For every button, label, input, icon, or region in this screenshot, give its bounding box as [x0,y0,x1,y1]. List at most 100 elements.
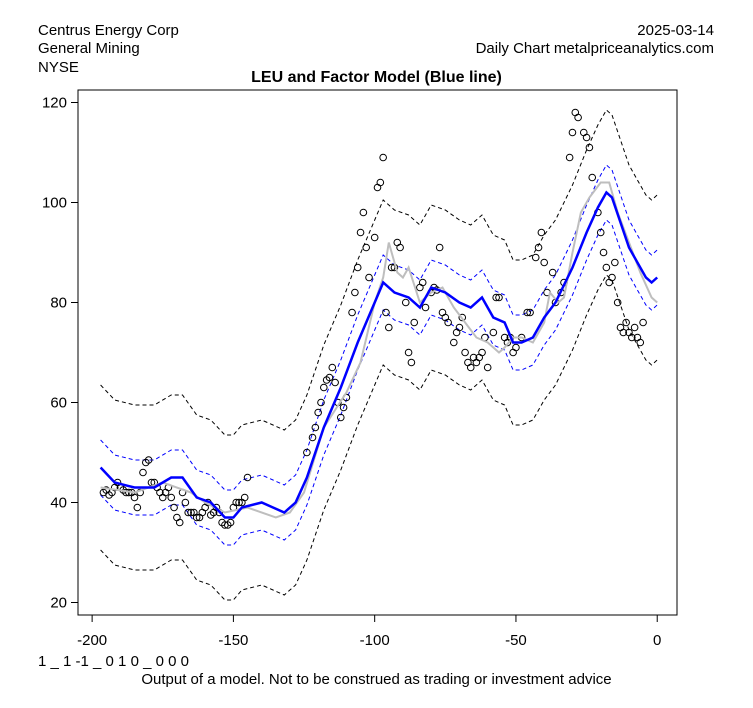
price-point [144,456,153,464]
price-point [376,178,385,187]
price-point [622,318,630,327]
exchange-label: NYSE [38,59,79,76]
price-point [336,413,345,422]
price-point [379,153,387,162]
price-point [579,128,588,137]
price-point [404,348,413,357]
price-point [240,493,249,502]
price-point [582,133,591,142]
price-point [243,473,252,482]
price-point [416,283,424,292]
price-point [526,308,534,317]
price-point [407,358,416,367]
price-point [608,273,616,282]
price-point [181,498,190,507]
price-point [616,323,625,332]
price-point [461,348,469,357]
price-point [585,143,594,152]
price-point [187,508,195,517]
price-point [170,503,178,512]
price-point [393,238,402,247]
price-point [568,128,577,137]
company-name: Centrus Energy Corp [38,22,179,39]
price-point [605,278,613,287]
price-point [630,323,639,332]
plot-frame [77,89,678,616]
price-point [602,263,611,272]
price-point [472,358,481,367]
chart-date: 2025-03-14 [637,22,714,39]
price-point [353,263,362,272]
price-point [588,173,597,182]
price-point [455,323,464,332]
price-point [382,308,390,317]
price-point [303,448,311,457]
price-point [370,233,379,242]
price-point [184,508,192,517]
price-point [396,243,404,252]
price-point [175,518,184,527]
price-point [173,513,181,522]
price-smooth-line [100,181,658,519]
price-point [348,308,356,317]
disclaimer: Output of a model. Not to be construed a… [141,671,612,688]
price-point [339,403,348,412]
x-tick-label: -150 [218,632,248,649]
price-point [599,248,608,257]
y-tick-label: 40 [50,495,67,512]
price-point [365,273,373,282]
price-point [331,378,339,387]
price-point [489,328,498,337]
price-point [325,373,334,382]
inner-band-lower [100,219,658,546]
x-tick-label: -100 [360,632,390,649]
price-point [534,243,543,252]
price-point [548,268,557,277]
price-point [571,108,580,117]
y-tick-label: 100 [42,195,67,212]
price-point [523,308,532,317]
price-point [192,513,201,522]
price-point [613,298,622,307]
price-point [139,468,147,477]
price-point [458,313,467,322]
price-point [492,293,500,302]
price-point [356,228,365,237]
price-point [235,498,243,507]
chart-source: Daily Chart metalpriceanalytics.com [475,40,714,57]
price-point [627,333,636,342]
price-point [438,308,447,317]
signal-code: 1 _ 1 -1 _ 0 1 0 _ 0 0 0 [38,653,189,670]
price-point [512,343,520,352]
price-point [130,493,139,502]
y-tick-label: 120 [42,95,67,112]
price-point [596,228,605,237]
outer-band-lower [100,274,658,601]
price-point [464,358,472,367]
sector-label: General Mining [38,40,140,57]
price-point [232,498,241,507]
price-point [483,363,492,372]
price-point [639,318,647,327]
y-tick-label: 80 [50,295,67,312]
price-point [466,363,475,372]
price-point [531,253,540,262]
price-point [537,228,546,237]
y-tick-label: 20 [50,595,67,612]
price-point [320,383,328,392]
chart-title: LEU and Factor Model (Blue line) [251,69,502,86]
outer-band-upper [100,109,658,436]
price-point [565,153,574,162]
price-point [444,318,452,327]
price-point [418,278,427,287]
price-point [351,288,359,297]
price-point [226,518,235,527]
price-point [308,433,317,442]
price-point [611,258,619,267]
y-tick-label: 60 [50,395,67,412]
price-point [201,503,209,512]
price-point [421,303,430,312]
price-point [167,493,176,502]
price-point [509,348,517,357]
